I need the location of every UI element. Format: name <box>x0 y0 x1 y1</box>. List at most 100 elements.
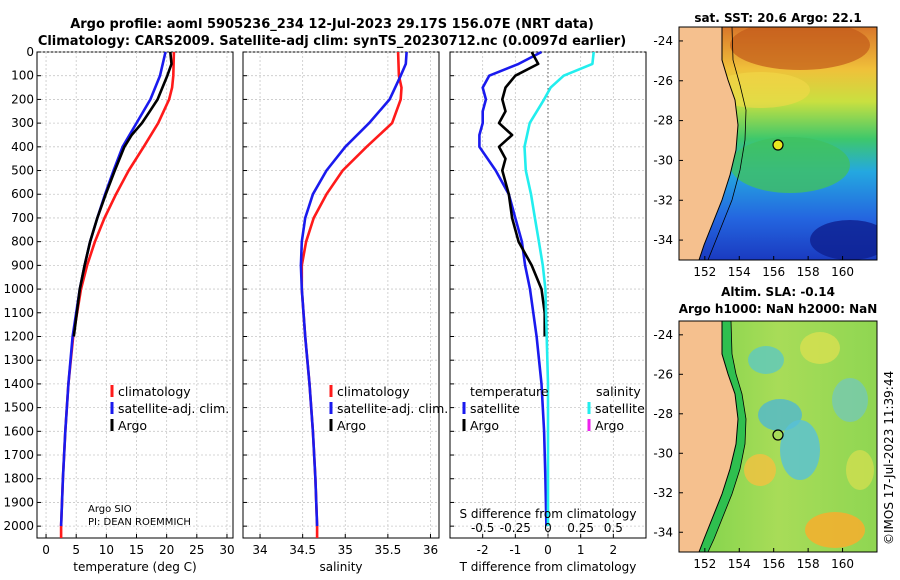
sla-eddy <box>748 346 784 374</box>
sla-land <box>679 321 738 552</box>
x-tick-label: 2 <box>610 543 618 557</box>
x-tick-label: -1 <box>509 543 521 557</box>
x-tick-label: 30 <box>219 543 234 557</box>
map-x-tick-label: 158 <box>797 557 820 571</box>
sla-map-title-2: Argo h1000: NaN h2000: NaN <box>679 302 878 316</box>
salinity-legend: climatology satellite-adj. clim. Argo <box>329 384 448 433</box>
sst-green-patch <box>730 137 850 193</box>
x-tick-label: -2 <box>477 543 489 557</box>
depth-tick-label: 600 <box>11 187 34 201</box>
salinity-difference-ticks: -0.5 -0.25 0 0.25 0.5 <box>471 521 623 535</box>
map-x-tick-label: 152 <box>693 265 716 279</box>
legend-argo-label: Argo <box>337 418 366 433</box>
depth-tick-label: 1000 <box>3 282 34 296</box>
depth-tick-label: 500 <box>11 164 34 178</box>
depth-tick-label: 1400 <box>3 377 34 391</box>
difference-legend: temperature salinity satellite Argo sate… <box>462 384 645 433</box>
sla-xticks: 152 154 156 158 160 <box>693 548 854 571</box>
depth-tick-label: 1600 <box>3 424 34 438</box>
temperature-xlabel: temperature (deg C) <box>73 560 196 574</box>
map-y-tick-label: -28 <box>653 114 673 128</box>
s-diff-tick-label: 0 <box>544 521 552 535</box>
sst-profile-marker <box>772 139 784 151</box>
x-tick-label: 20 <box>159 543 174 557</box>
sla-eddy <box>846 450 874 490</box>
x-tick-label: 25 <box>189 543 204 557</box>
map-y-tick-label: -26 <box>653 74 673 88</box>
sla-profile-marker <box>772 429 784 441</box>
sla-eddy <box>832 378 868 422</box>
sla-eddy <box>805 512 865 548</box>
depth-tick-label: 300 <box>11 116 34 130</box>
sst-land <box>679 27 738 260</box>
legend-climatology-label: climatology <box>118 384 191 399</box>
sla-eddy <box>780 420 820 480</box>
depth-axis-labels: 0 100 200 300 400 500 600 700 800 900 1000 1100 1200… <box>3 45 34 533</box>
legend-header-temperature: temperature <box>470 384 549 399</box>
legend-satellite-label: satellite-adj. clim. <box>337 401 448 416</box>
series-line-satellite-adj-clim- <box>299 51 408 527</box>
temperature-panel: 0 5 10 15 20 25 30 temperature (deg C) climato… <box>36 51 235 574</box>
footer-timestamp: ©IMOS 17-Jul-2023 11:39:44 <box>882 371 896 545</box>
x-tick-label: 5 <box>72 543 80 557</box>
x-tick-label: 35 <box>338 543 353 557</box>
t-difference-xlabel: T difference from climatology <box>459 560 637 574</box>
x-tick-label: 0 <box>544 543 552 557</box>
salinity-xlabel: salinity <box>319 560 362 574</box>
x-tick-label: 10 <box>99 543 114 557</box>
s-difference-label: S difference from climatology <box>460 507 637 521</box>
x-tick-label: 36 <box>423 543 438 557</box>
series-line-argo <box>72 51 173 337</box>
legend-satellite-label: satellite-adj. clim. <box>118 401 229 416</box>
sst-coastline <box>698 27 739 260</box>
s-diff-tick-label: -0.25 <box>500 521 531 535</box>
map-x-tick-label: 154 <box>728 557 751 571</box>
map-x-tick-label: 160 <box>831 557 854 571</box>
legend-climatology-label: climatology <box>337 384 410 399</box>
sla-eddy <box>744 454 776 486</box>
salinity-grid <box>243 51 439 538</box>
depth-tick-label: 1800 <box>3 472 34 486</box>
depth-tick-label: 0 <box>26 45 34 59</box>
sla-eddy <box>800 332 840 364</box>
map-x-tick-label: 156 <box>762 265 785 279</box>
map-y-tick-label: -24 <box>653 328 673 342</box>
sla-yticks: -24 -26 -28 -30 -32 -34 <box>653 328 683 539</box>
depth-tick-label: 1700 <box>3 448 34 462</box>
s-diff-tick-label: 0.5 <box>604 521 623 535</box>
legend-header-salinity: salinity <box>596 384 641 399</box>
legend-s-argo-label: Argo <box>595 418 624 433</box>
map-y-tick-label: -24 <box>653 34 673 48</box>
map-x-tick-label: 154 <box>728 265 751 279</box>
map-y-tick-label: -34 <box>653 233 673 247</box>
depth-tick-label: 1500 <box>3 401 34 415</box>
map-x-tick-label: 158 <box>797 265 820 279</box>
salinity-axes <box>242 51 440 539</box>
title-line-1: Argo profile: aoml 5905236_234 12-Jul-20… <box>70 17 594 32</box>
map-y-tick-label: -30 <box>653 153 673 167</box>
legend-t-satellite-label: satellite <box>470 401 520 416</box>
difference-panel: -2 -1 0 1 2 -0.5 -0.25 0 0.25 0.5 S difference f… <box>449 50 647 574</box>
map-y-tick-label: -30 <box>653 446 673 460</box>
temperature-legend: climatology satellite-adj. clim. Argo <box>110 384 229 433</box>
title-line-2: Climatology: CARS2009. Satellite-adj cli… <box>38 34 626 49</box>
map-x-tick-label: 160 <box>831 265 854 279</box>
map-y-tick-label: -32 <box>653 486 673 500</box>
legend-t-argo-label: Argo <box>470 418 499 433</box>
pi-label: PI: DEAN ROEMMICH <box>88 517 191 528</box>
sst-map-frame <box>678 26 878 261</box>
depth-tick-label: 700 <box>11 211 34 225</box>
depth-tick-label: 2000 <box>3 519 34 533</box>
x-tick-label: 1 <box>577 543 585 557</box>
depth-tick-label: 1900 <box>3 495 34 509</box>
series-line-t-argo <box>497 51 547 337</box>
sst-map: sat. SST: 20.6 Argo: 22.1 -24 -26 -28 -30 -3… <box>653 11 878 279</box>
sla-depth-contour <box>707 321 747 552</box>
sla-eddy <box>758 399 802 431</box>
map-y-tick-label: -32 <box>653 193 673 207</box>
x-tick-label: 35.5 <box>375 543 402 557</box>
depth-tick-label: 200 <box>11 92 34 106</box>
map-y-tick-label: -26 <box>653 367 673 381</box>
series-line-s-satellite <box>523 51 595 527</box>
